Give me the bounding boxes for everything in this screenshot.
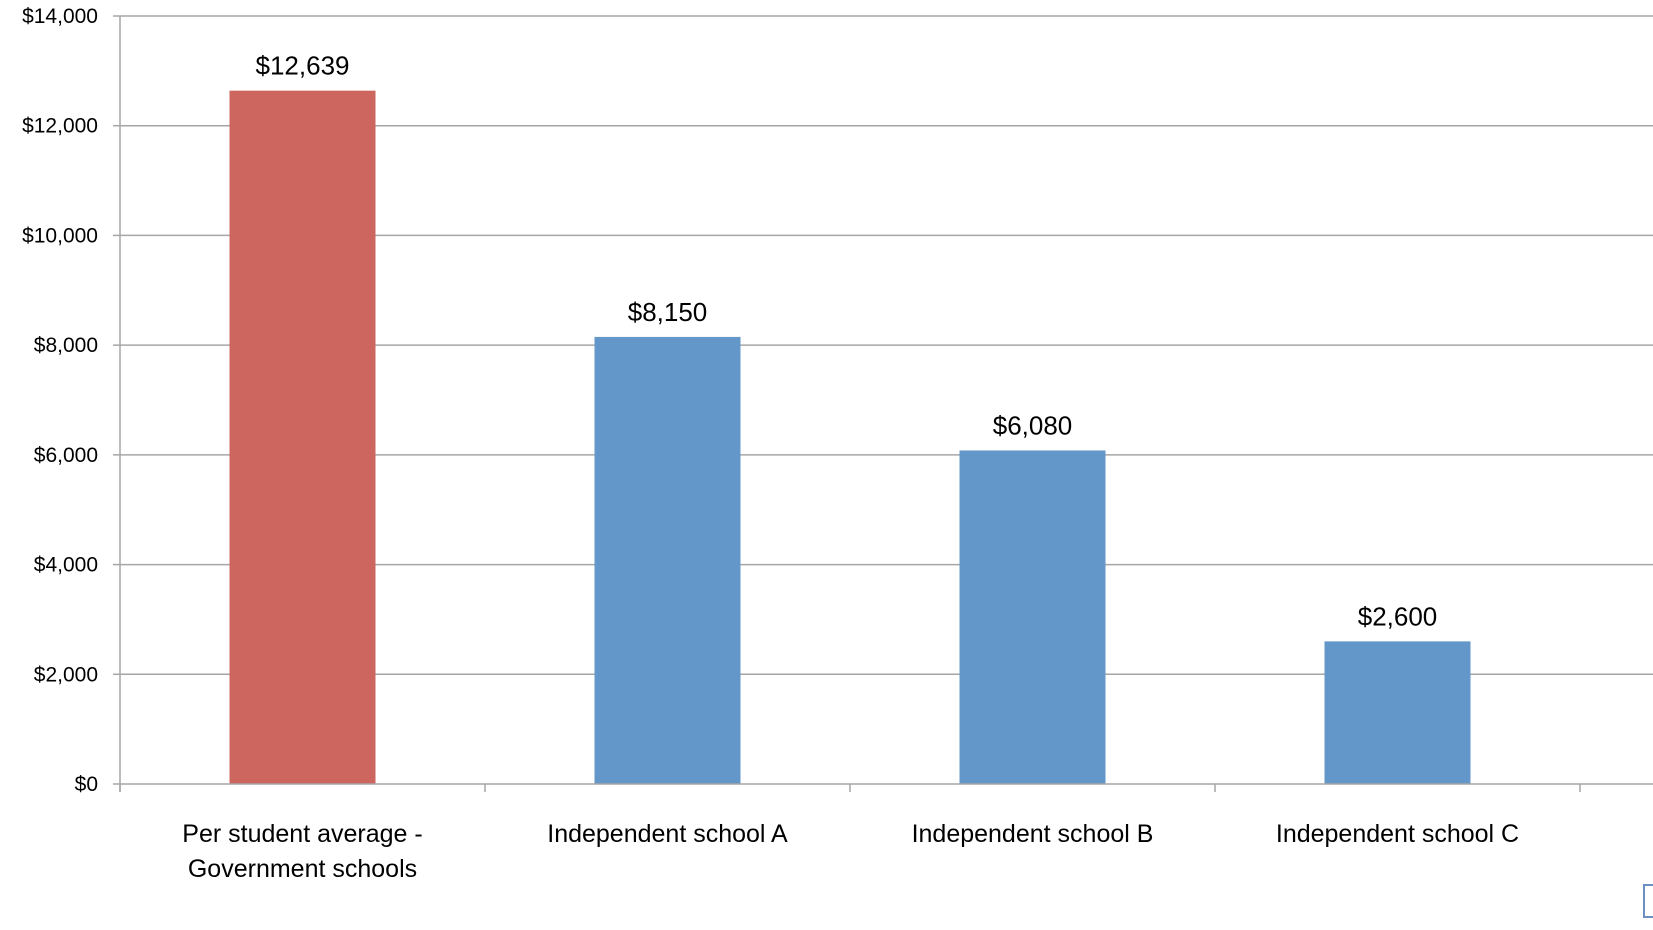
y-tick-label: $12,000: [22, 115, 98, 138]
y-tick-label: $8,000: [34, 334, 98, 357]
y-tick-label: $6,000: [34, 444, 98, 467]
x-category-label: Independent school A: [547, 820, 788, 848]
bar: [959, 450, 1106, 784]
x-category-label: Per student average -: [182, 820, 422, 848]
data-label: $2,600: [1358, 601, 1438, 631]
data-label: $12,639: [256, 51, 350, 81]
y-tick-label: $14,000: [22, 5, 98, 28]
data-label: $8,150: [628, 297, 708, 327]
y-tick-label: $10,000: [22, 224, 98, 247]
x-category-label: Independent school C: [1276, 820, 1519, 848]
bar: [594, 336, 741, 784]
x-category-label: Government schools: [188, 855, 417, 883]
bar: [1324, 641, 1471, 784]
y-tick-label: $2,000: [34, 663, 98, 686]
y-tick-label: $0: [75, 773, 98, 796]
data-label: $6,080: [993, 410, 1073, 440]
x-category-label: Independent school B: [912, 820, 1154, 848]
corner-marker: [1643, 884, 1653, 918]
y-tick-label: $4,000: [34, 554, 98, 577]
bar: [229, 90, 376, 784]
